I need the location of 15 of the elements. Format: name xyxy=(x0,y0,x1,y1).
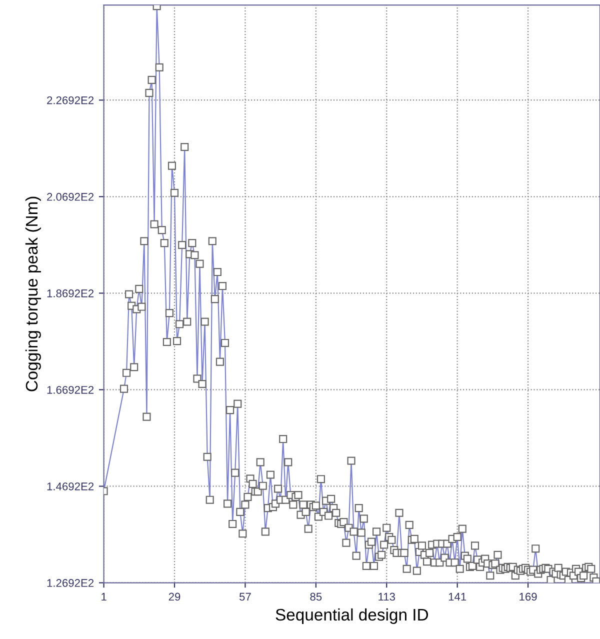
x-tick-label: 1 xyxy=(102,592,106,601)
x-tick-label: 29 xyxy=(168,592,180,601)
y-axis-title: Cogging torque peak (Nm) xyxy=(25,196,41,392)
y-tick-label: 1.2692E2 xyxy=(47,579,94,587)
y-tick-label: 1.6692E2 xyxy=(47,386,94,394)
x-tick-label: 113 xyxy=(378,592,395,601)
x-tick-label: 85 xyxy=(310,592,322,601)
x-axis-title: Sequential design ID xyxy=(276,608,428,624)
y-tick-label: 2.2692E2 xyxy=(47,96,94,104)
x-tick-label: 169 xyxy=(520,592,537,601)
x-tick-label: 141 xyxy=(448,592,466,601)
x-tick-label: 57 xyxy=(239,592,251,601)
y-tick-label: 1.4692E2 xyxy=(47,482,94,490)
y-tick-label: 2.0692E2 xyxy=(47,192,94,201)
y-tick-label: 1.8692E2 xyxy=(47,289,94,298)
